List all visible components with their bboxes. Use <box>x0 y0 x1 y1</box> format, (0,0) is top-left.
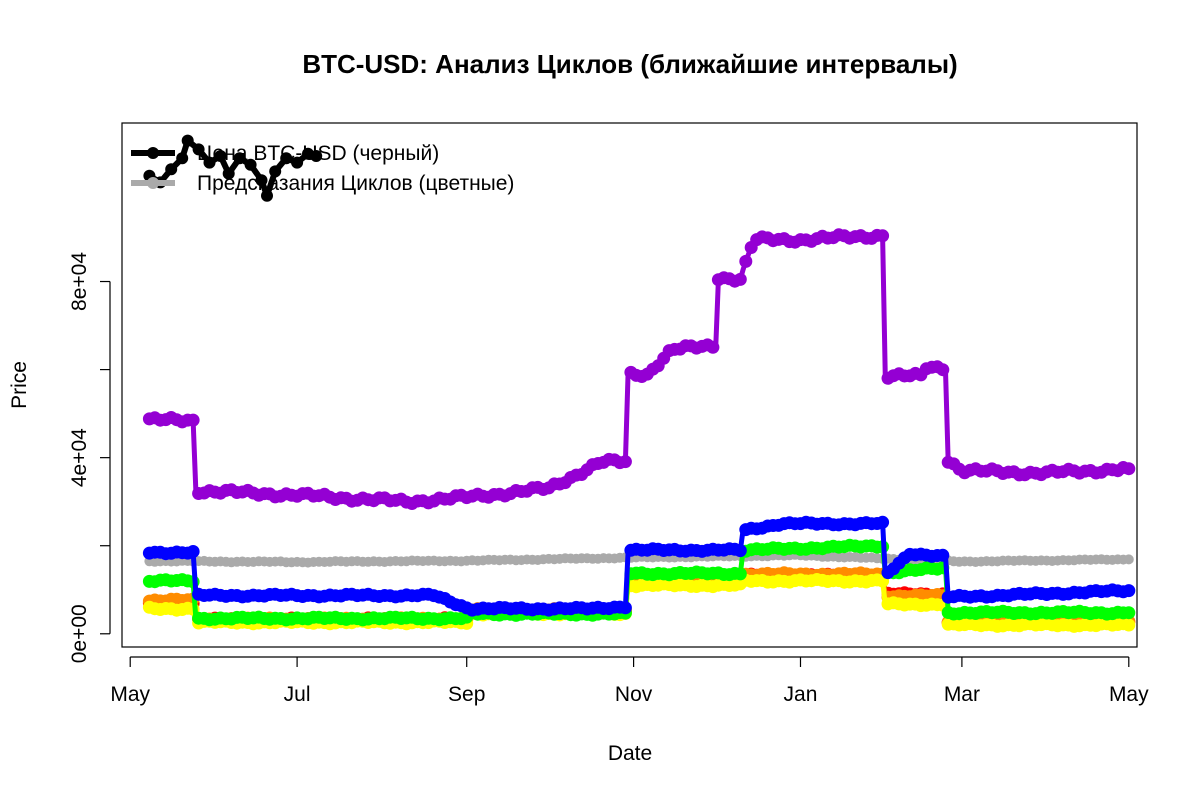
y-axis-label: Price <box>8 361 31 409</box>
x-tick-label: Nov <box>615 683 653 706</box>
price-point <box>255 174 268 187</box>
series-point <box>1122 606 1136 620</box>
legend-label: Цена BTC-USD (черный) <box>197 142 439 165</box>
series-point <box>936 548 950 562</box>
legend-swatch-point <box>147 177 159 189</box>
x-tick-label: May <box>110 683 150 706</box>
y-axis: 0e+00 4e+04 8e+04 <box>68 252 111 663</box>
series-point <box>1122 618 1136 632</box>
chart-title: BTC-USD: Анализ Циклов (ближайшие интерв… <box>302 49 957 79</box>
series-point <box>1123 554 1134 565</box>
price-point <box>269 165 282 178</box>
x-tick-label: Jul <box>284 683 311 706</box>
price-point <box>233 152 246 165</box>
x-tick-label: Sep <box>448 683 485 706</box>
price-point <box>261 189 273 202</box>
series-7 <box>142 228 1136 510</box>
plot-frame <box>121 122 1138 648</box>
series-point <box>706 340 720 354</box>
series-point <box>936 363 950 377</box>
price-series <box>143 134 323 202</box>
legend-swatch-point <box>147 147 159 159</box>
series-6 <box>142 515 1136 617</box>
price-point <box>280 152 293 165</box>
series-point <box>618 455 632 469</box>
legend: Цена BTC-USD (черный) Предсказания Циклов… <box>131 142 514 195</box>
series-point <box>739 254 753 268</box>
series-point <box>733 272 747 286</box>
series-point <box>1122 584 1136 598</box>
series-line <box>146 232 1132 506</box>
price-point <box>214 150 227 162</box>
series-point <box>733 567 747 581</box>
x-axis-label: Date <box>608 742 652 765</box>
plot-area <box>142 134 1136 633</box>
series-point <box>876 515 890 529</box>
price-point <box>165 163 178 176</box>
price-point <box>181 134 194 147</box>
series-point <box>186 545 200 558</box>
price-point <box>203 156 216 169</box>
legend-label: Предсказания Циклов (цветные) <box>197 172 514 195</box>
y-tick-label: 0e+00 <box>68 604 91 663</box>
price-point <box>310 150 323 162</box>
price-point <box>222 167 235 180</box>
y-tick-label: 8e+04 <box>68 252 91 311</box>
price-point <box>192 143 205 156</box>
x-axis: May Jul Sep Nov Jan Mar May <box>110 656 1149 706</box>
series-point <box>1122 462 1136 476</box>
y-tick-label: 4e+04 <box>68 428 91 487</box>
price-point <box>244 158 257 171</box>
price-point <box>291 156 304 169</box>
series-point <box>876 229 890 243</box>
x-tick-label: Mar <box>944 683 980 706</box>
x-tick-label: Jan <box>784 683 818 706</box>
series-point <box>186 413 200 427</box>
price-point <box>176 152 189 165</box>
series-point <box>733 544 747 558</box>
series-point <box>618 601 632 615</box>
x-tick-label: May <box>1109 683 1149 706</box>
